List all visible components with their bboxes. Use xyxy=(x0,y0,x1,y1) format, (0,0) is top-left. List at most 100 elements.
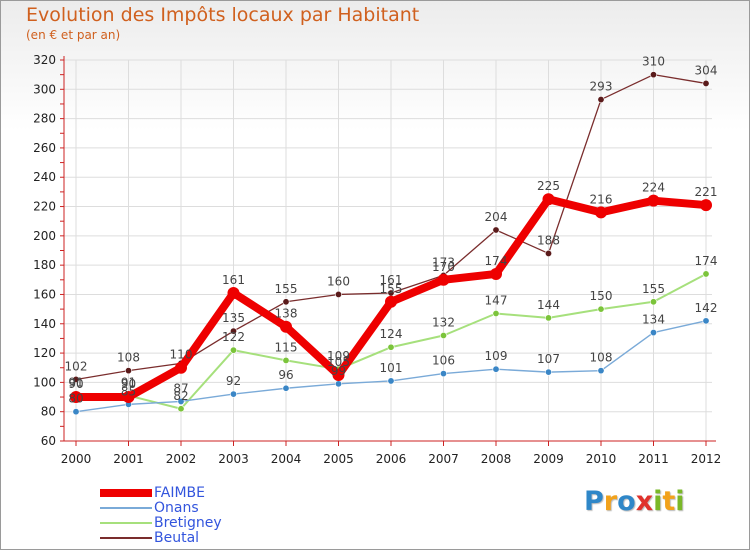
x-tick-label: 2009 xyxy=(533,452,564,466)
data-point-faimbe xyxy=(70,391,82,404)
logo-letter: P xyxy=(584,486,604,517)
data-label-beutal: 304 xyxy=(695,63,718,77)
data-point-bretigney xyxy=(649,298,657,306)
grid-lines xyxy=(64,59,712,442)
data-label-faimbe: 110 xyxy=(170,348,193,362)
logo-letter: o xyxy=(617,486,636,517)
data-point-faimbe xyxy=(385,295,397,308)
data-label-onans: 142 xyxy=(695,301,718,315)
data-label-beutal: 135 xyxy=(222,311,245,325)
data-point-beutal xyxy=(492,226,500,234)
y-tick-label: 280 xyxy=(33,112,56,126)
data-point-faimbe xyxy=(490,267,502,280)
data-label-beutal: 108 xyxy=(117,351,140,365)
data-label-faimbe: 224 xyxy=(642,181,665,195)
y-tick-label: 300 xyxy=(33,82,56,96)
data-label-faimbe: 155 xyxy=(380,282,403,296)
logo-letter: t xyxy=(662,486,676,517)
data-point-onans xyxy=(492,365,500,373)
data-point-bretigney xyxy=(387,343,395,351)
y-tick-label: 260 xyxy=(33,141,56,155)
axes: 60 80 100 120 140 160 180 200 220 240 260 280 300 320… xyxy=(33,53,721,466)
data-label-onans: 99 xyxy=(331,364,346,378)
x-tick-label: 2010 xyxy=(586,452,617,466)
logo-letter: i xyxy=(675,486,685,517)
data-point-faimbe xyxy=(700,199,712,212)
x-tick-label: 2002 xyxy=(166,452,197,466)
data-point-beutal xyxy=(702,79,710,87)
y-tick-label: 200 xyxy=(33,229,56,243)
data-point-bretigney xyxy=(177,405,185,413)
data-label-beutal: 161 xyxy=(380,273,403,287)
data-point-onans xyxy=(230,390,238,398)
data-point-faimbe xyxy=(280,320,292,333)
data-point-faimbe xyxy=(437,273,450,286)
x-tick-label: 2008 xyxy=(481,452,512,466)
data-point-onans xyxy=(387,377,395,385)
legend-swatch xyxy=(100,489,152,497)
x-tick-label: 2003 xyxy=(218,452,249,466)
data-point-bretigney xyxy=(702,270,710,278)
data-labels: 102 108 135 155 160 161 173 204 188 293 310 304 91 91… xyxy=(65,55,718,406)
data-point-onans xyxy=(177,397,185,405)
legend-label: Bretigney xyxy=(154,515,222,531)
data-label-bretigney: 109 xyxy=(327,349,350,363)
data-label-beutal: 102 xyxy=(65,359,88,373)
data-label-bretigney: 82 xyxy=(173,389,188,403)
data-point-beutal xyxy=(597,96,605,104)
data-label-beutal: 310 xyxy=(642,55,665,69)
data-label-bretigney: 132 xyxy=(432,315,455,329)
data-point-faimbe xyxy=(175,361,187,374)
y-tick-label: 180 xyxy=(33,258,56,272)
data-point-faimbe xyxy=(647,194,660,207)
data-point-beutal xyxy=(230,327,238,335)
data-point-bretigney xyxy=(282,356,290,364)
data-point-faimbe xyxy=(595,206,607,219)
series-lines xyxy=(70,71,712,416)
chart-title: Evolution des Impôts locaux par Habitant xyxy=(26,4,420,26)
y-tick-label: 60 xyxy=(41,434,56,448)
data-label-bretigney: 91 xyxy=(68,376,83,390)
data-label-faimbe: 138 xyxy=(275,307,298,321)
data-point-onans xyxy=(702,317,710,325)
data-point-onans xyxy=(439,370,447,378)
legend-swatch xyxy=(100,507,152,509)
logo-letter: i xyxy=(653,486,663,517)
data-point-onans xyxy=(334,380,342,388)
legend-swatch xyxy=(100,537,152,539)
data-label-faimbe: 221 xyxy=(695,185,718,199)
data-label-onans: 109 xyxy=(485,349,508,363)
data-label-bretigney: 155 xyxy=(642,282,665,296)
data-label-beutal: 188 xyxy=(537,233,560,247)
legend-label: Onans xyxy=(154,500,199,516)
x-tick-label: 2007 xyxy=(428,452,459,466)
x-tick-label: 2004 xyxy=(271,452,302,466)
data-label-onans: 107 xyxy=(537,352,560,366)
data-point-beutal xyxy=(282,298,290,306)
data-label-faimbe: 225 xyxy=(537,179,560,193)
chart-subtitle: (en € et par an) xyxy=(26,28,121,42)
data-label-beutal: 204 xyxy=(485,210,508,224)
data-label-faimbe: 174 xyxy=(485,254,508,268)
data-point-onans xyxy=(282,384,290,392)
data-label-onans: 134 xyxy=(642,313,665,327)
data-label-onans: 101 xyxy=(380,361,403,375)
data-label-bretigney: 144 xyxy=(537,298,560,312)
data-point-bretigney xyxy=(230,346,238,354)
data-point-onans xyxy=(544,368,552,376)
data-point-onans xyxy=(649,329,657,337)
data-label-bretigney: 91 xyxy=(121,376,136,390)
x-tick-label: 2000 xyxy=(61,452,92,466)
data-label-faimbe: 90 xyxy=(68,377,83,391)
data-label-beutal: 160 xyxy=(327,274,350,288)
data-label-faimbe: 90 xyxy=(121,377,136,391)
y-tick-label: 240 xyxy=(33,170,56,184)
data-point-faimbe xyxy=(227,286,240,299)
data-label-bretigney: 174 xyxy=(695,254,718,268)
logo-letter: r xyxy=(603,486,618,517)
data-point-beutal xyxy=(649,71,657,79)
legend-swatch xyxy=(100,522,152,524)
x-tick-label: 2001 xyxy=(113,452,144,466)
data-label-onans: 106 xyxy=(432,354,455,368)
